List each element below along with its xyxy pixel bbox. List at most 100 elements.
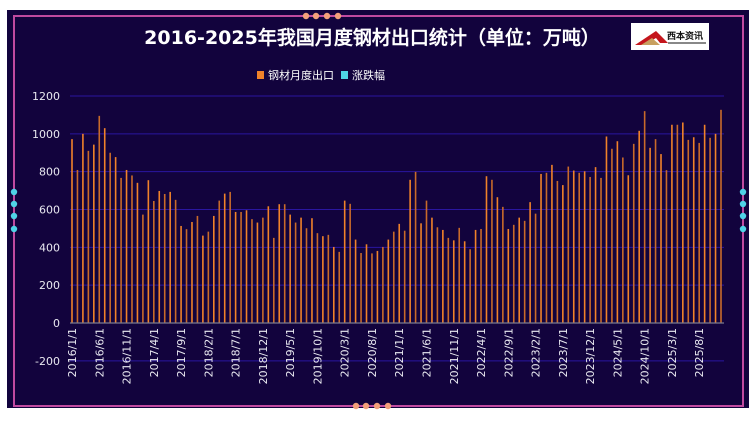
bar	[425, 200, 428, 323]
y-tick-label: 600	[39, 204, 60, 217]
x-tick-label: 2022/9/1	[502, 328, 515, 377]
bar	[131, 175, 133, 323]
bar	[360, 253, 362, 323]
bar	[714, 133, 717, 323]
bar	[447, 237, 450, 323]
bar	[551, 164, 553, 323]
bar	[698, 142, 700, 323]
legend-label-exports[interactable]: 钢材月度出口	[268, 68, 334, 82]
bar	[382, 246, 384, 323]
x-tick-label: 2019/5/1	[284, 328, 297, 377]
bar	[142, 214, 144, 323]
x-tick-label: 2018/2/1	[202, 328, 215, 377]
bar	[191, 221, 193, 323]
frame-dot	[10, 212, 18, 220]
bar	[332, 246, 335, 323]
x-tick-label: 2016/11/1	[121, 328, 134, 384]
bar	[387, 239, 390, 323]
frame-dot	[302, 12, 310, 20]
bar	[627, 175, 630, 323]
bar	[229, 191, 231, 323]
bar	[169, 191, 171, 323]
bar	[638, 130, 640, 323]
bar	[458, 227, 461, 323]
x-tick-label: 2016/1/1	[66, 328, 79, 377]
bar	[502, 206, 504, 323]
bar	[692, 137, 695, 323]
bar	[600, 177, 602, 323]
x-tick-label: 2021/1/1	[393, 328, 406, 377]
bar	[556, 180, 559, 323]
x-tick-label: 2021/11/1	[448, 328, 461, 384]
bar	[649, 147, 651, 323]
bar	[420, 223, 422, 323]
bar	[676, 124, 679, 324]
bar	[643, 111, 646, 323]
bar	[572, 170, 575, 323]
frame-dot	[10, 188, 18, 196]
bar	[316, 233, 319, 323]
bar	[158, 190, 161, 323]
bar	[583, 171, 586, 323]
bar	[709, 137, 711, 323]
x-tick-label: 2020/8/1	[366, 328, 379, 377]
y-tick-label: 200	[39, 279, 60, 292]
bar	[283, 204, 286, 323]
bar	[365, 244, 368, 323]
bar	[534, 213, 537, 323]
bar	[196, 215, 199, 323]
frame-dot	[323, 12, 331, 20]
bar	[267, 206, 270, 323]
bar	[125, 169, 128, 323]
bar	[545, 172, 548, 323]
bar	[153, 200, 155, 323]
bar	[616, 141, 619, 323]
bar	[654, 139, 657, 323]
bar	[223, 193, 226, 323]
x-tick-label: 2023/7/1	[557, 328, 570, 377]
bar	[578, 172, 581, 323]
bar	[371, 253, 373, 323]
bar	[207, 231, 210, 323]
x-tick-label: 2021/6/1	[420, 328, 433, 377]
frame-dot	[739, 188, 747, 196]
bar	[463, 241, 466, 323]
legend-label-change[interactable]: 涨跌幅	[352, 68, 385, 82]
bar	[605, 136, 608, 323]
bar	[660, 154, 662, 323]
bar	[562, 185, 564, 323]
x-tick-label: 2023/2/1	[530, 328, 543, 377]
y-tick-label: 1200	[32, 90, 60, 103]
x-tick-label: 2025/3/1	[666, 328, 679, 377]
bar	[343, 200, 346, 323]
bar	[720, 109, 722, 323]
frame-dot	[384, 402, 392, 410]
bar	[76, 169, 79, 323]
x-tick-label: 2018/7/1	[230, 328, 243, 377]
bar	[262, 217, 264, 323]
bar	[278, 204, 281, 323]
bar	[87, 150, 90, 323]
frame-dot	[739, 200, 747, 208]
bar	[82, 133, 84, 323]
frame-dot	[352, 402, 360, 410]
bar	[240, 211, 242, 323]
bar	[71, 139, 73, 323]
frame-dot	[739, 212, 747, 220]
bar	[305, 228, 308, 323]
frame-dot	[362, 402, 370, 410]
bar	[256, 222, 259, 323]
bar	[518, 217, 521, 323]
bar	[703, 124, 706, 324]
bar	[234, 211, 237, 323]
bar	[114, 157, 117, 323]
bar	[671, 124, 673, 324]
y-tick-label: 400	[39, 241, 60, 254]
frame-dot	[10, 200, 18, 208]
x-tick-label: 2017/4/1	[148, 328, 161, 377]
bar	[103, 128, 106, 323]
x-tick-label: 2022/4/1	[475, 328, 488, 377]
bar	[485, 176, 488, 323]
legend-swatch-change	[341, 71, 348, 79]
